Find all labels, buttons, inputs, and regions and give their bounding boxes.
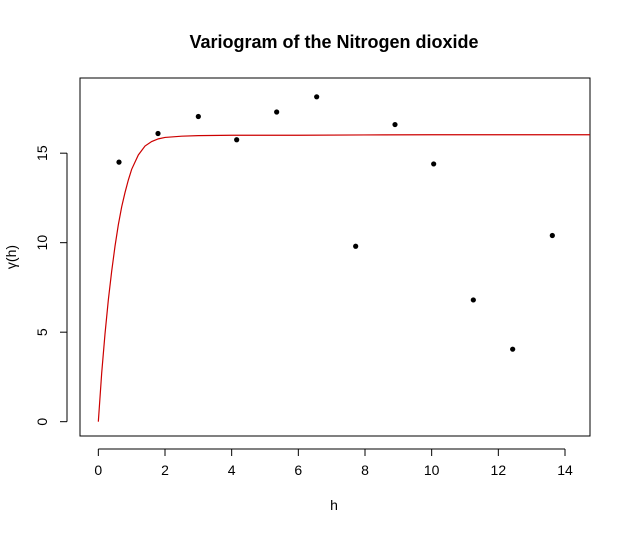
data-point bbox=[470, 297, 476, 303]
data-point bbox=[353, 243, 359, 249]
chart-title: Variogram of the Nitrogen dioxide bbox=[189, 32, 478, 52]
data-point bbox=[116, 159, 122, 165]
y-tick-label: 5 bbox=[34, 328, 50, 336]
y-axis-label: γ(h) bbox=[3, 245, 19, 269]
y-tick-label: 15 bbox=[34, 145, 50, 161]
x-tick-label: 2 bbox=[161, 462, 169, 478]
data-point bbox=[195, 113, 201, 120]
y-tick-label: 10 bbox=[34, 235, 50, 251]
x-tick-label: 10 bbox=[424, 462, 440, 478]
x-tick-label: 8 bbox=[361, 462, 369, 478]
plot-frame bbox=[79, 77, 591, 437]
x-tick-label: 6 bbox=[294, 462, 302, 478]
y-axis: 0 5 10 15 bbox=[34, 145, 68, 426]
x-axis: 0 2 4 6 8 10 12 14 bbox=[94, 448, 573, 478]
data-point bbox=[155, 130, 161, 137]
data-point bbox=[274, 109, 280, 115]
data-point bbox=[392, 121, 398, 128]
x-tick-label: 4 bbox=[228, 462, 236, 478]
model-curve bbox=[97, 134, 590, 422]
data-point bbox=[234, 137, 240, 143]
y-tick-label: 0 bbox=[34, 418, 50, 426]
data-point bbox=[431, 161, 437, 167]
data-point bbox=[549, 232, 555, 239]
x-axis-label: h bbox=[330, 497, 338, 513]
x-tick-label: 14 bbox=[557, 462, 573, 478]
data-point bbox=[314, 94, 320, 100]
x-tick-label: 0 bbox=[94, 462, 102, 478]
data-point bbox=[510, 346, 516, 352]
plot-area bbox=[97, 94, 590, 422]
x-tick-label: 12 bbox=[491, 462, 507, 478]
